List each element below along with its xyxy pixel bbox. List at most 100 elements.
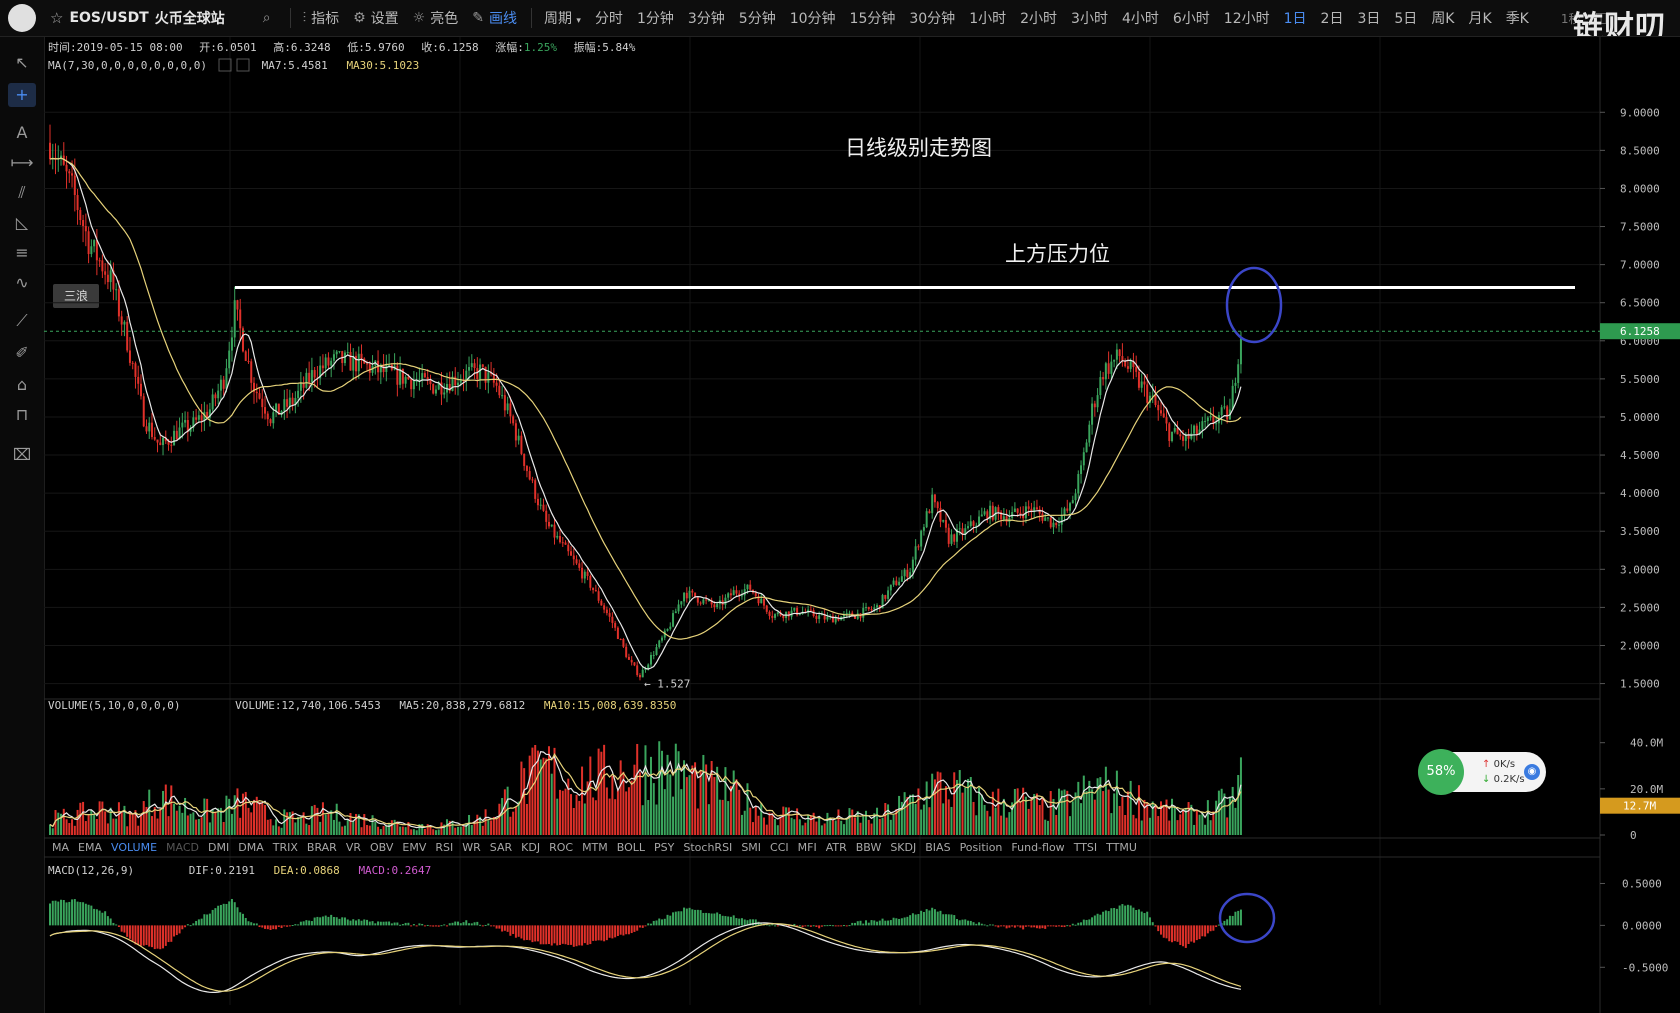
indicator-tab-26[interactable]: BIAS	[925, 841, 951, 854]
indicator-tab-19[interactable]: StochRSI	[683, 841, 733, 854]
legend-close-icon[interactable]	[236, 58, 250, 72]
text-tool-icon[interactable]: A	[16, 123, 28, 142]
indicator-tab-29[interactable]: TTSI	[1073, 841, 1098, 854]
period-8[interactable]: 2小时	[1020, 11, 1058, 27]
period-12[interactable]: 12小时	[1223, 11, 1270, 27]
indicator-tab-13[interactable]: SAR	[489, 841, 513, 854]
period-17[interactable]: 周K	[1431, 11, 1455, 27]
candle-body	[230, 337, 233, 351]
indicator-tab-25[interactable]: SKDJ	[890, 841, 917, 854]
volume-bar	[1069, 816, 1072, 835]
indicator-tab-23[interactable]: ATR	[825, 841, 847, 854]
search-icon[interactable]: ⌕	[262, 10, 271, 26]
period-13[interactable]: 1日	[1283, 11, 1307, 27]
indicator-tab-9[interactable]: OBV	[370, 841, 394, 854]
indicators-button[interactable]: ⫶ 指标	[303, 8, 340, 28]
period-3[interactable]: 5分钟	[738, 11, 776, 27]
period-1[interactable]: 1分钟	[636, 11, 674, 27]
period-15[interactable]: 3日	[1357, 11, 1381, 27]
horizontal-ray-icon[interactable]: ⟼	[10, 153, 34, 172]
indicator-tab-8[interactable]: VR	[345, 841, 361, 854]
trash-icon[interactable]: ⌧	[12, 445, 32, 464]
indicator-tab-16[interactable]: MTM	[582, 841, 608, 854]
camera-icon[interactable]: ◫	[1594, 10, 1608, 26]
volume-bar	[355, 813, 358, 835]
period-5[interactable]: 15分钟	[849, 11, 896, 27]
brush-icon[interactable]: ✐	[15, 343, 29, 362]
indicator-tab-11[interactable]: RSI	[435, 841, 454, 854]
period-10[interactable]: 4小时	[1121, 11, 1159, 27]
period-19[interactable]: 季K	[1505, 11, 1529, 27]
indicator-tab-14[interactable]: KDJ	[521, 841, 541, 854]
macd-histogram-bar	[517, 925, 520, 937]
indicator-tab-30[interactable]: TTMU	[1106, 841, 1137, 854]
indicator-tab-15[interactable]: ROC	[549, 841, 574, 854]
indicator-tab-6[interactable]: TRIX	[272, 841, 298, 854]
indicator-tab-22[interactable]: MFI	[797, 841, 817, 854]
candle-body	[978, 516, 981, 526]
favorite-star-icon[interactable]: ☆	[50, 9, 64, 27]
indicator-tab-2[interactable]: VOLUME	[110, 841, 158, 854]
indicator-tab-27[interactable]: Position	[959, 841, 1003, 854]
period-16[interactable]: 5日	[1394, 11, 1418, 27]
macd-histogram-bar	[396, 922, 399, 926]
candle-body	[661, 637, 664, 641]
candle-body	[517, 435, 520, 441]
candle-body	[1135, 367, 1138, 372]
pair-name[interactable]: EOS/USDT	[69, 10, 149, 26]
period-2[interactable]: 3分钟	[687, 11, 725, 27]
macd-histogram-bar	[1226, 919, 1229, 926]
ruler-icon[interactable]: ⟋	[16, 311, 28, 330]
indicator-tab-3[interactable]: MACD	[166, 841, 200, 854]
volume-bar	[349, 812, 352, 835]
macd-histogram-bar	[390, 923, 393, 926]
indicator-tab-20[interactable]: SMI	[741, 841, 762, 854]
indicator-tab-5[interactable]: DMA	[238, 841, 264, 854]
cursor-arrow-icon[interactable]: ↖	[15, 53, 29, 72]
period-dropdown[interactable]: 周期 ▾	[544, 8, 581, 28]
wave-tool-icon[interactable]: ∿	[15, 273, 29, 292]
volume-bar	[1129, 780, 1132, 835]
volume-bar	[1171, 798, 1174, 835]
indicator-tab-24[interactable]: BBW	[855, 841, 882, 854]
magnet-icon[interactable]: ⊓	[15, 405, 29, 424]
indicator-tab-7[interactable]: BRAR	[306, 841, 337, 854]
legend-settings-icon[interactable]	[218, 58, 232, 72]
period-14[interactable]: 2日	[1320, 11, 1344, 27]
volume-bar	[162, 790, 165, 835]
trend-line-icon[interactable]: ⫽	[18, 183, 26, 202]
period-6[interactable]: 30分钟	[909, 11, 956, 27]
period-0[interactable]: 分时	[594, 11, 623, 27]
indicator-tab-1[interactable]: EMA	[78, 841, 102, 854]
period-18[interactable]: 月K	[1468, 11, 1492, 27]
indicator-tab-21[interactable]: CCI	[770, 841, 789, 854]
indicator-tab-18[interactable]: PSY	[654, 841, 675, 854]
indicator-tab-28[interactable]: Fund-flow	[1011, 841, 1065, 854]
indicator-tab-4[interactable]: DMI	[208, 841, 230, 854]
period-7[interactable]: 1小时	[969, 11, 1007, 27]
volume-bar	[128, 811, 131, 835]
lock-icon[interactable]: ⌂	[16, 375, 28, 394]
settings-button[interactable]: ⚙ 设置	[353, 8, 399, 28]
indicator-tab-10[interactable]: EMV	[402, 841, 427, 854]
volume-bar	[818, 817, 821, 835]
period-4[interactable]: 10分钟	[789, 11, 836, 27]
network-speed-widget[interactable]: 58% ↑ 0K/s ↓ 0.2K/s ◉	[1418, 749, 1546, 795]
candle-body	[217, 390, 220, 399]
theme-button[interactable]: ☼ 亮色	[413, 8, 459, 28]
volume-bar	[341, 826, 344, 835]
macd-histogram-bar	[881, 918, 884, 926]
period-9[interactable]: 3小时	[1071, 11, 1108, 27]
volume-bar	[732, 770, 735, 835]
parallel-lines-icon[interactable]: ≡	[15, 243, 29, 262]
crosshair-icon[interactable]: +	[8, 83, 36, 107]
indicator-tab-17[interactable]: BOLL	[616, 841, 646, 854]
indicator-tab-12[interactable]: WR	[462, 841, 481, 854]
triangle-tool-icon[interactable]: ◺	[15, 213, 29, 232]
volume-bar	[153, 807, 156, 835]
indicator-tab-0[interactable]: MA	[52, 841, 70, 854]
draw-button[interactable]: ✎ 画线	[472, 8, 517, 28]
volume-bar	[236, 788, 239, 835]
period-11[interactable]: 6小时	[1172, 11, 1210, 27]
